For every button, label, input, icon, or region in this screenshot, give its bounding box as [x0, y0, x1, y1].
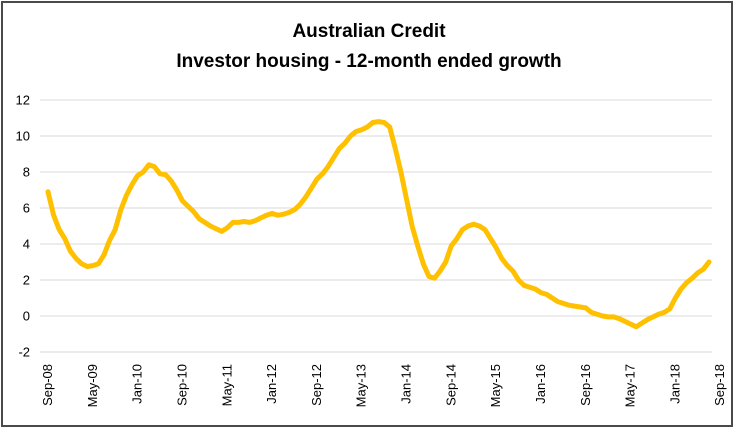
chart-subtitle: Investor housing - 12-month ended growth	[176, 51, 562, 72]
series-group	[45, 119, 712, 330]
y-tick-label: 0	[23, 309, 30, 324]
chart-title: Australian Credit	[292, 21, 446, 42]
y-tick-label: 2	[23, 273, 30, 288]
y-tick-label: 10	[16, 129, 30, 144]
x-tick-label: Sep-12	[309, 364, 324, 406]
x-axis-ticks: Sep-08 May-09 Jan-10 Sep-10 May-11 Jan-12 Sep-…	[40, 364, 727, 407]
y-tick-label: 12	[16, 93, 30, 108]
x-tick-label: Jan-14	[399, 364, 414, 404]
y-tick-label: 8	[23, 165, 30, 180]
x-tick-label: Sep-16	[578, 364, 593, 406]
gridlines	[40, 99, 712, 353]
x-tick-label: Sep-18	[712, 364, 727, 406]
y-axis-ticks: -2 0 2 4 6 8 10 12	[16, 93, 30, 360]
x-tick-label: May-09	[85, 364, 100, 407]
x-tick-label: May-17	[623, 364, 638, 407]
x-tick-label: Jan-16	[533, 364, 548, 404]
x-tick-label: May-15	[488, 364, 503, 407]
x-tick-label: Jan-10	[130, 364, 145, 404]
x-tick-label: Jan-12	[264, 364, 279, 404]
y-tick-label: 6	[23, 201, 30, 216]
chart-frame	[1, 1, 733, 427]
x-tick-label: May-11	[219, 364, 234, 406]
y-tick-label: -2	[18, 345, 30, 360]
x-tick-label: Sep-08	[40, 364, 55, 406]
x-tick-label: Sep-10	[174, 364, 189, 406]
x-tick-label: May-13	[354, 364, 369, 407]
x-tick-label: Sep-14	[443, 364, 458, 406]
y-tick-label: 4	[23, 237, 30, 252]
x-tick-label: Jan-18	[667, 364, 682, 404]
series-line	[45, 119, 712, 330]
